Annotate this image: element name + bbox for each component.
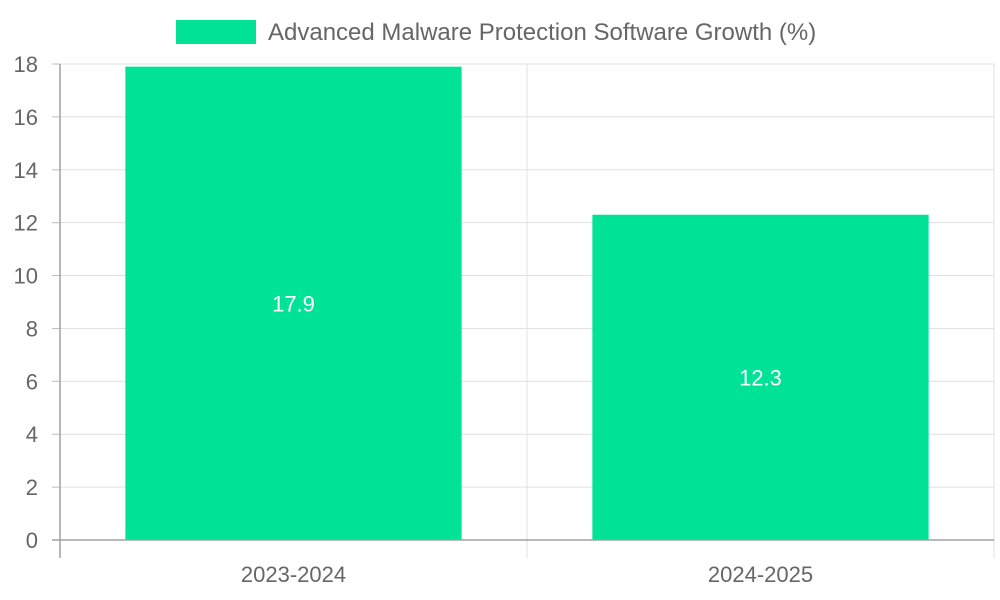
data-label: 17.9 [272,291,315,316]
y-tick-label: 0 [26,528,38,553]
legend[interactable]: Advanced Malware Protection Software Gro… [176,19,816,46]
bar-2024-2025[interactable] [592,214,929,540]
x-tick-label: 2023-2024 [241,562,346,587]
y-tick-label: 18 [14,52,38,77]
data-labels: 17.9 12.3 [272,291,782,390]
y-tick-label: 2 [26,475,38,500]
y-axis-ticks: 0 2 4 6 8 10 12 14 16 18 [14,52,60,553]
y-tick-label: 10 [14,264,38,289]
y-tick-label: 8 [26,316,38,341]
y-tick-label: 12 [14,211,38,236]
y-tick-label: 6 [26,369,38,394]
y-tick-label: 4 [26,422,38,447]
data-label: 12.3 [739,365,782,390]
legend-swatch [176,20,256,44]
y-tick-label: 14 [14,158,38,183]
y-tick-label: 16 [14,105,38,130]
x-axis-ticks: 2023-2024 2024-2025 [241,562,813,587]
bar-2023-2024[interactable] [125,66,462,541]
axes [52,64,994,558]
legend-label: Advanced Malware Protection Software Gro… [268,19,816,46]
x-tick-label: 2024-2025 [708,562,813,587]
bars [125,66,929,541]
